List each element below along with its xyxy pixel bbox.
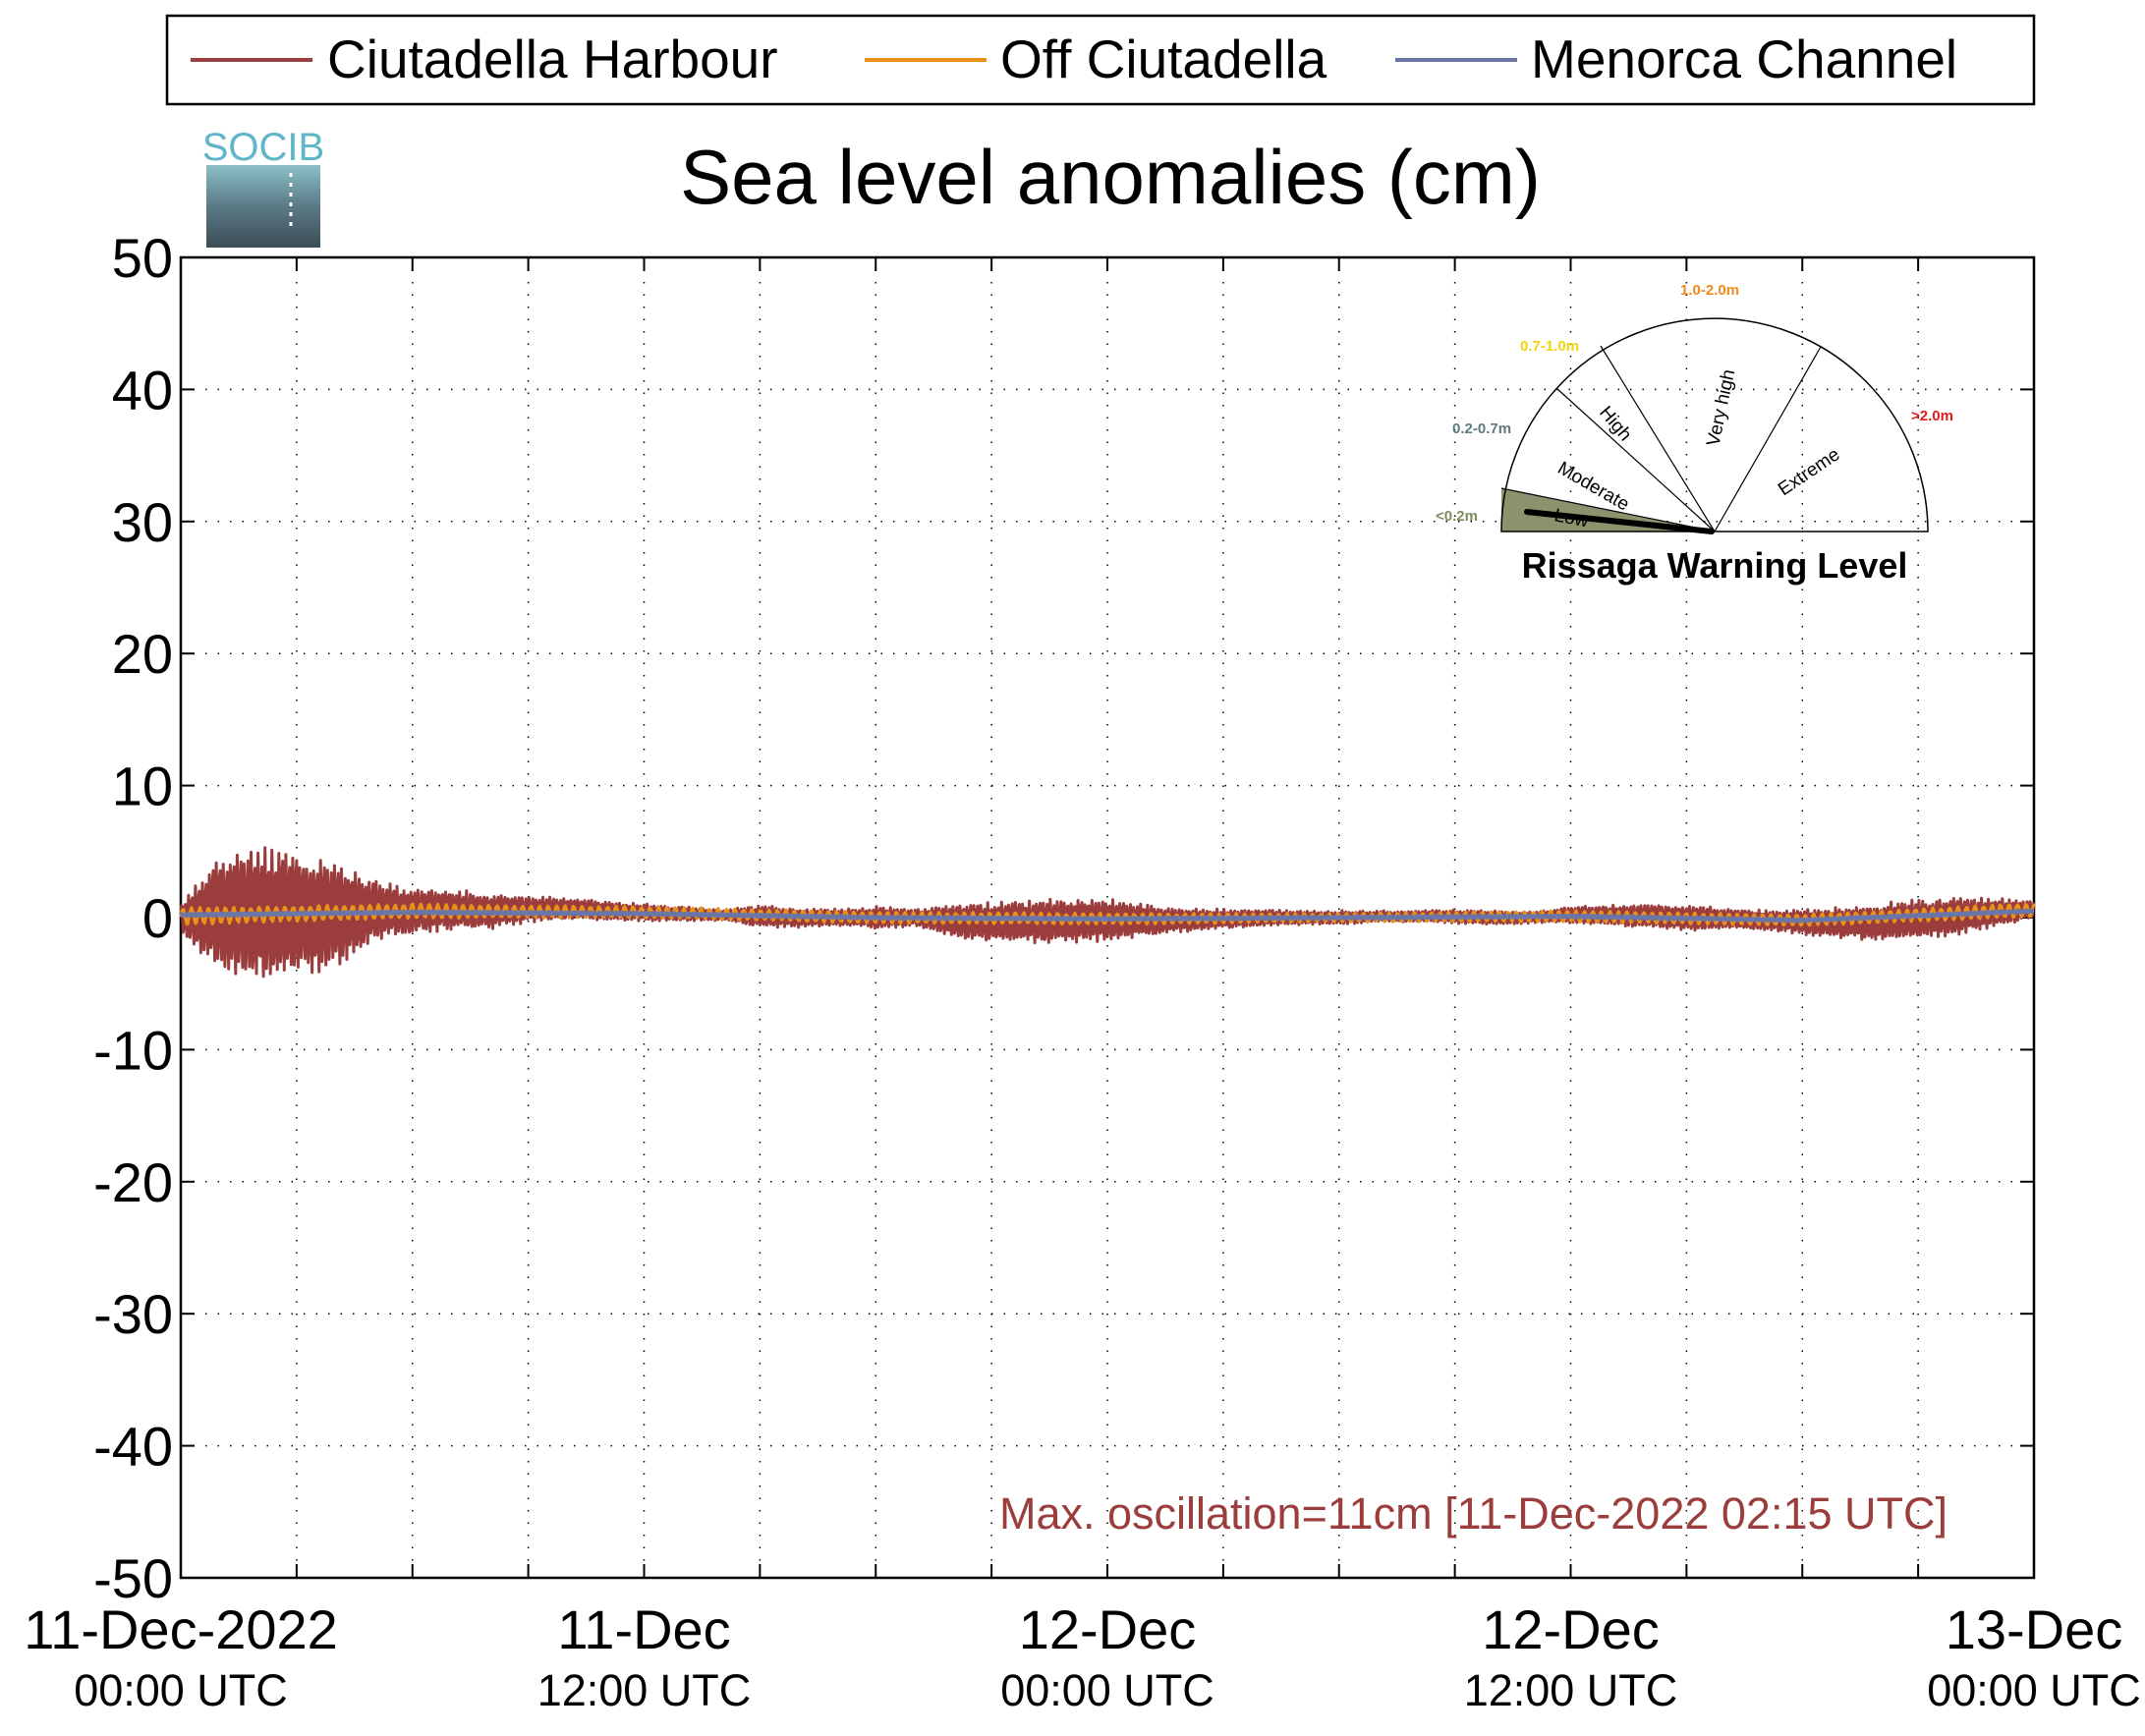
y-tick-label: 0: [142, 887, 173, 949]
y-tick-label: -40: [93, 1416, 173, 1478]
gauge-divider-veryhigh-extreme: [1714, 346, 1822, 532]
x-tick-label-time: 00:00 UTC: [1927, 1665, 2141, 1715]
chart-title: Sea level anomalies (cm): [680, 134, 1541, 220]
socib-logo: SOCIB: [202, 126, 324, 248]
series-line-off-ciutadella: [179, 902, 2036, 927]
y-tick-label: 50: [112, 227, 173, 289]
gauge-title: Rissaga Warning Level: [1522, 545, 1908, 586]
gauge-range-low: <0.2m: [1436, 508, 1478, 525]
legend: Ciutadella Harbour Off Ciutadella Menorc…: [165, 14, 2036, 106]
x-tick-label-time: 12:00 UTC: [537, 1665, 752, 1715]
gauge-range-very-high: 1.0-2.0m: [1680, 282, 1739, 299]
data-series: [179, 846, 2036, 979]
y-tick-label: 10: [112, 756, 173, 817]
legend-label-ciutadella-harbour: Ciutadella Harbour: [327, 28, 778, 89]
gauge-outline: [1500, 317, 1929, 532]
x-tick-label-time: 00:00 UTC: [1000, 1665, 1214, 1715]
socib-logo-panel: [206, 165, 320, 248]
gauge-range-extreme: >2.0m: [1911, 408, 1953, 424]
y-tick-label: -10: [93, 1019, 173, 1081]
x-tick-label-time: 12:00 UTC: [1464, 1665, 1678, 1715]
legend-label-off-ciutadella: Off Ciutadella: [1000, 28, 1327, 89]
y-tick-label: -20: [93, 1151, 173, 1213]
x-tick-label-date: 13-Dec: [1946, 1598, 2123, 1660]
gauge-range-high: 0.7-1.0m: [1520, 338, 1579, 355]
x-tick-label-date: 12-Dec: [1482, 1598, 1660, 1660]
y-tick-label: -50: [93, 1547, 173, 1609]
y-tick-label: 30: [112, 491, 173, 553]
x-tick-label-date: 11-Dec-2022: [24, 1598, 338, 1660]
gauge-divider-high-veryhigh: [1600, 345, 1716, 532]
x-tick-label-date: 12-Dec: [1019, 1598, 1197, 1660]
legend-label-menorca-channel: Menorca Channel: [1531, 28, 1957, 89]
y-tick-label: 20: [112, 623, 173, 685]
series-line-menorca-channel: [179, 908, 2035, 924]
y-axis: 50 40 30 20 10 0 -10 -20 -30 -40 -50: [93, 227, 2034, 1609]
x-tick-label-date: 11-Dec: [557, 1598, 730, 1660]
gauge-range-moderate: 0.2-0.7m: [1452, 420, 1511, 437]
legend-box: [165, 14, 2036, 106]
gauge-divider-moderate-high: [1555, 387, 1716, 532]
series-line-ciutadella-harbour: [179, 846, 2036, 979]
x-tick-label-time: 00:00 UTC: [74, 1665, 288, 1715]
y-tick-label: -30: [93, 1283, 173, 1345]
gauge-divider-low-moderate: [1500, 487, 1716, 532]
gauge-needle: [1524, 509, 1715, 534]
y-tick-label: 40: [112, 359, 173, 420]
max-oscillation-annotation: Max. oscillation=11cm [11-Dec-2022 02:15…: [999, 1488, 1947, 1539]
socib-logo-text: SOCIB: [202, 126, 324, 169]
